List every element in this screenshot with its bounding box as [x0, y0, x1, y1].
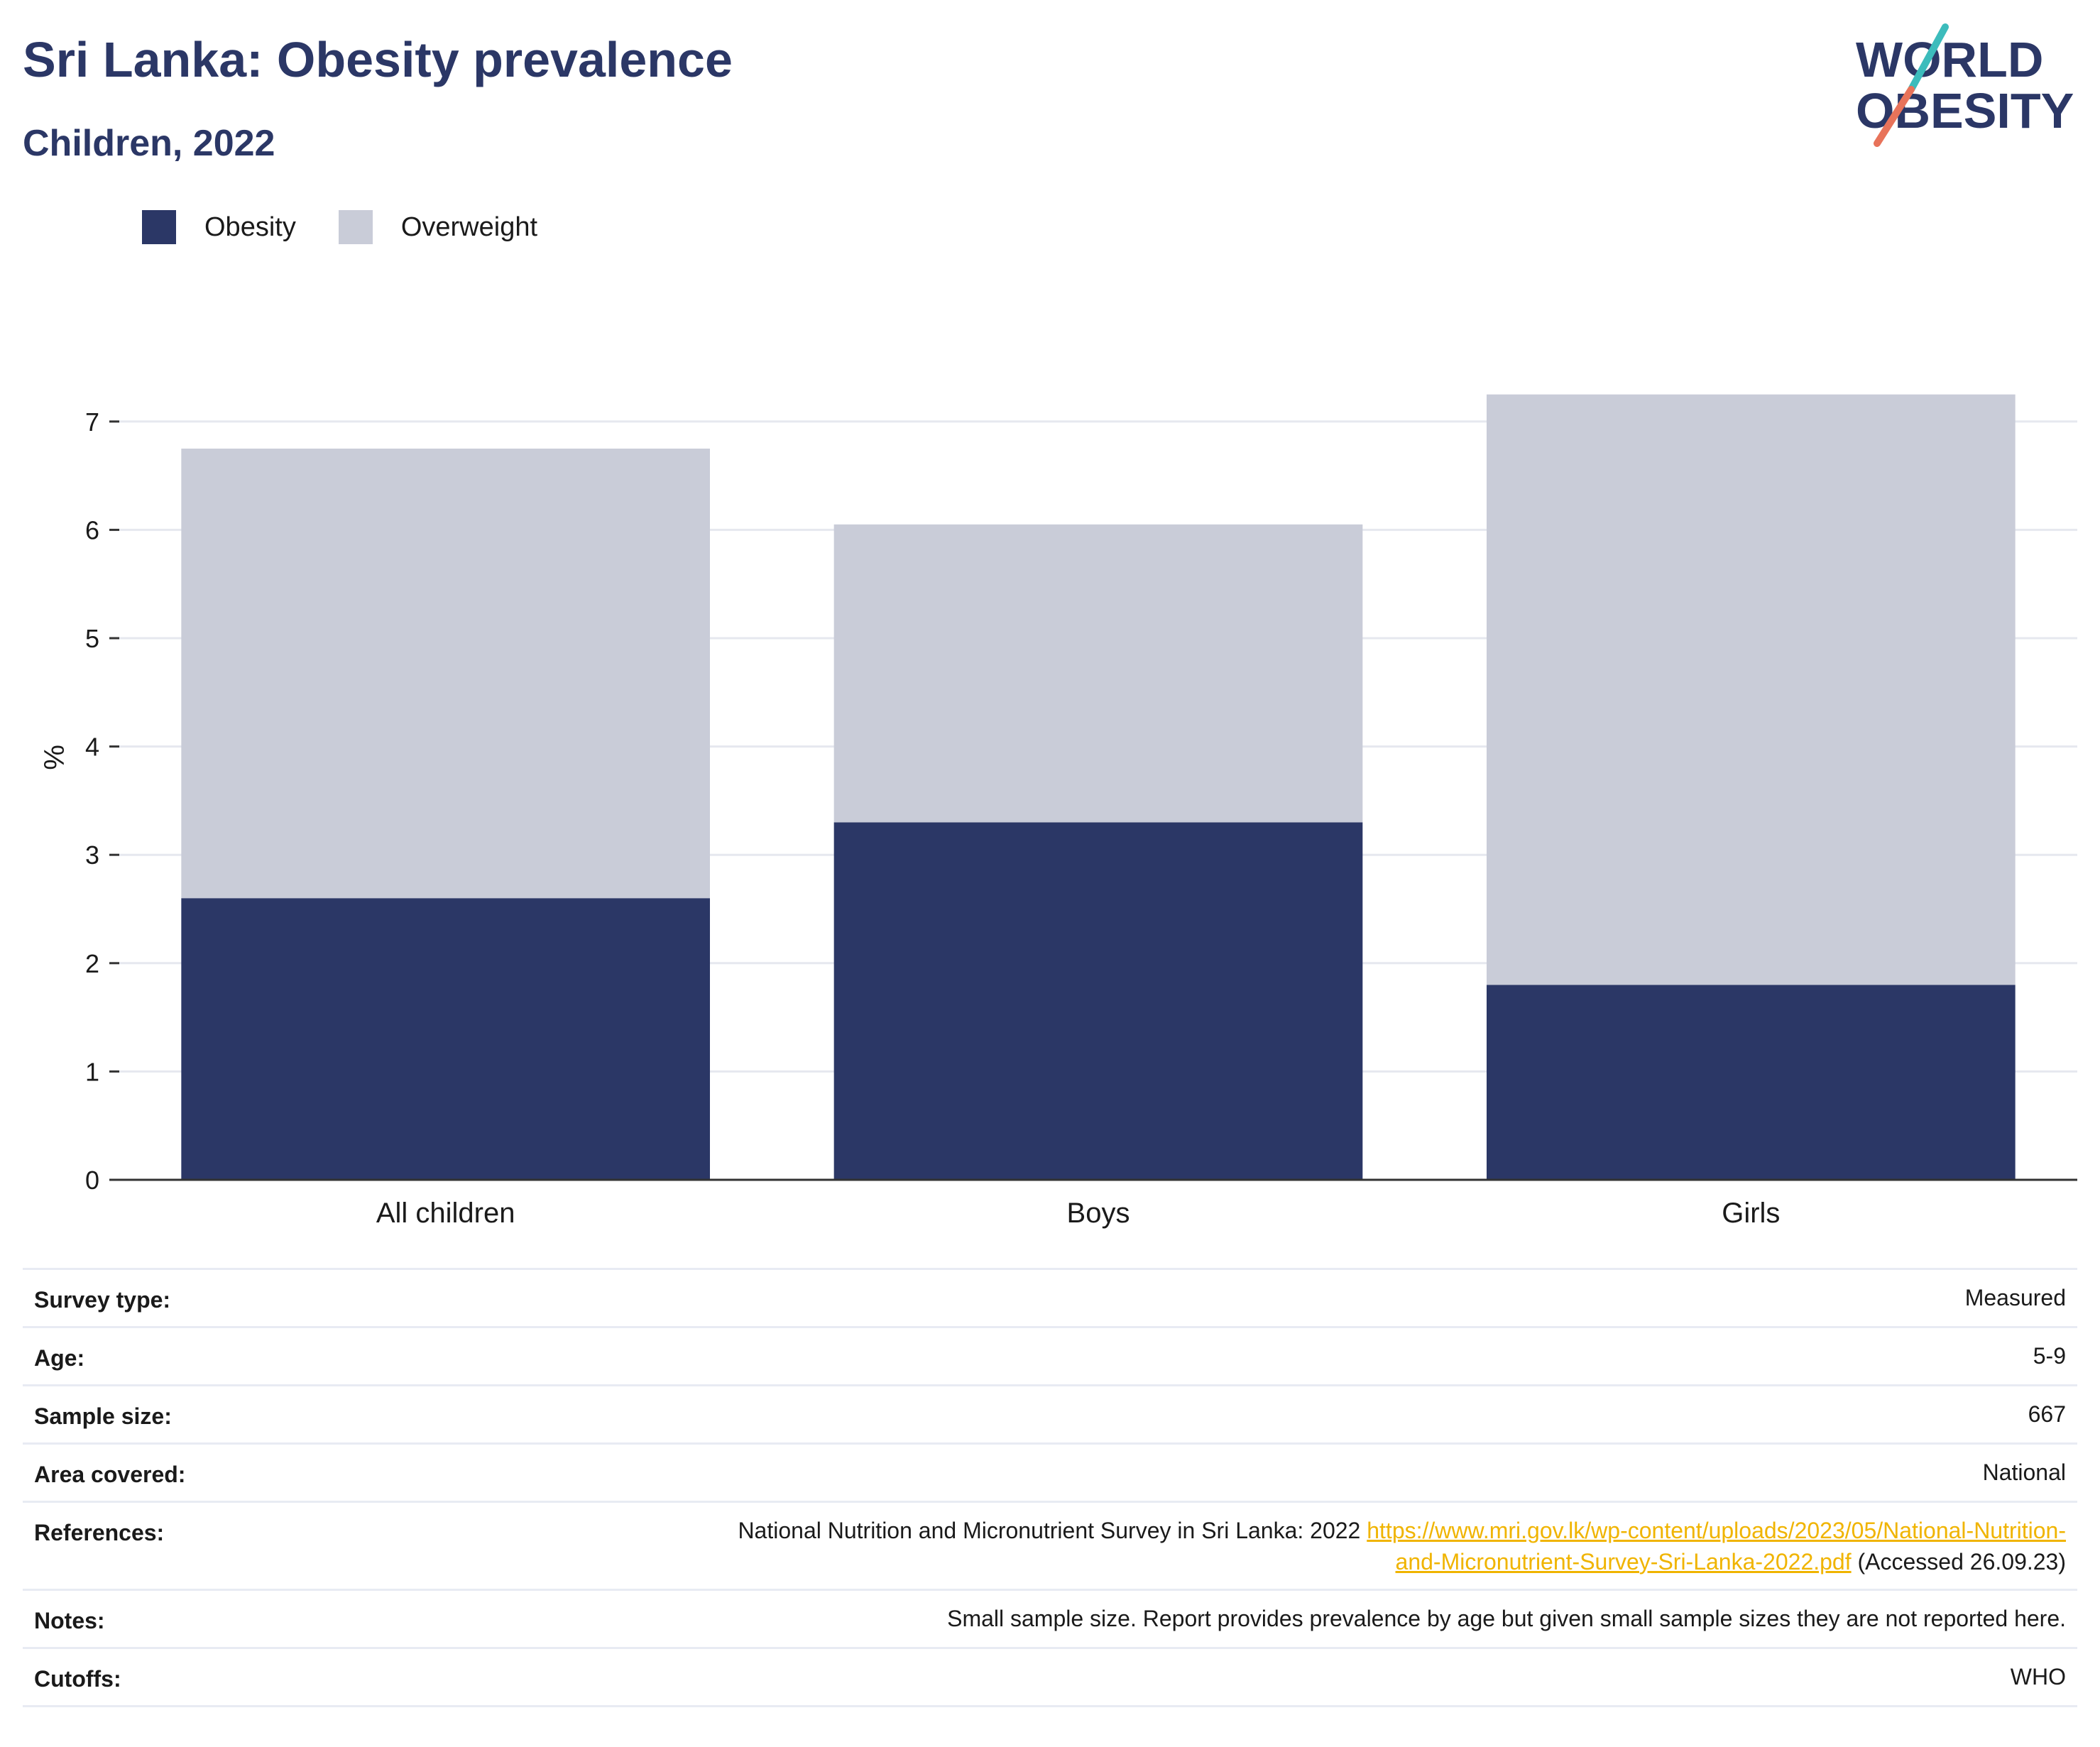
- y-axis-label: %: [38, 745, 69, 770]
- legend-swatch-obesity: [142, 210, 176, 244]
- logo-line2: OBESITY: [1856, 83, 2074, 138]
- y-tick-label: 4: [85, 733, 99, 762]
- chart-subtitle: Children, 2022: [23, 123, 275, 164]
- reference-accessed: (Accessed 26.09.23): [1857, 1548, 2067, 1575]
- reference-link-line1[interactable]: https://www.mri.gov.lk/wp-content/upload…: [1367, 1517, 2066, 1543]
- bar-overweight-boys: [833, 524, 1363, 823]
- info-label: Area covered:: [23, 1442, 400, 1502]
- info-value: Small sample size. Report provides preva…: [400, 1589, 2077, 1648]
- bar-overweight-girls: [1487, 394, 2016, 985]
- logo-slash-coral: [1874, 86, 1915, 147]
- legend-label-overweight: Overweight: [400, 212, 538, 242]
- info-label: References:: [23, 1501, 400, 1590]
- info-row-age: Age: 5-9: [23, 1326, 2077, 1386]
- legend-item-overweight[interactable]: Overweight: [338, 210, 538, 244]
- bar-obesity-girls: [1487, 985, 2016, 1180]
- x-tick-label: Boys: [1067, 1198, 1130, 1229]
- reference-text: National Nutrition and Micronutrient Sur…: [738, 1517, 1361, 1543]
- survey-info-table: Survey type: Measured Age: 5-9 Sample si…: [23, 1268, 2077, 1707]
- bar-overweight-all-children: [181, 448, 710, 899]
- info-label: Notes:: [23, 1589, 400, 1648]
- info-label: Survey type:: [23, 1268, 400, 1327]
- y-tick-label: 2: [85, 949, 99, 978]
- y-tick-label: 1: [85, 1057, 99, 1086]
- info-value: WHO: [400, 1647, 2077, 1707]
- info-row-area: Area covered: National: [23, 1442, 2077, 1502]
- logo-slash-teal: [1908, 23, 1949, 93]
- info-label: Age:: [23, 1326, 400, 1386]
- stacked-bar-chart: 0 1 2 3 4 5 6 7% All children Boys Girls: [38, 394, 2077, 1229]
- info-row-references: References: National Nutrition and Micro…: [23, 1501, 2077, 1590]
- y-tick-label: 6: [85, 515, 99, 544]
- reference-link-line2[interactable]: and-Micronutrient-Survey-Sri-Lanka-2022.…: [1395, 1548, 1852, 1575]
- info-value: 667: [400, 1384, 2077, 1444]
- y-tick-label: 7: [85, 407, 99, 437]
- bar-obesity-all-children: [181, 898, 710, 1180]
- legend-swatch-overweight: [338, 210, 373, 244]
- info-row-sample-size: Sample size: 667: [23, 1384, 2077, 1444]
- legend: Obesity Overweight: [142, 210, 580, 244]
- bar-obesity-boys: [833, 822, 1363, 1180]
- x-tick-label: Girls: [1722, 1198, 1780, 1229]
- y-tick-label: 5: [85, 624, 99, 653]
- legend-item-obesity[interactable]: Obesity: [142, 210, 296, 244]
- chart-title: Sri Lanka: Obesity prevalence: [23, 32, 733, 87]
- info-row-cutoffs: Cutoffs: WHO: [23, 1647, 2077, 1707]
- y-tick-label: 0: [85, 1166, 99, 1195]
- info-row-survey-type: Survey type: Measured: [23, 1268, 2077, 1327]
- x-tick-label: All children: [376, 1198, 515, 1229]
- info-value: National: [400, 1442, 2077, 1502]
- logo-line1: WORLD: [1856, 32, 2043, 87]
- info-row-notes: Notes: Small sample size. Report provide…: [23, 1589, 2077, 1648]
- info-value: Measured: [400, 1268, 2077, 1327]
- info-label: Cutoffs:: [23, 1647, 400, 1707]
- world-obesity-logo: WORLD OBESITY: [1856, 23, 2074, 147]
- info-label: Sample size:: [23, 1384, 400, 1444]
- info-value: National Nutrition and Micronutrient Sur…: [400, 1501, 2077, 1590]
- info-value: 5-9: [400, 1326, 2077, 1386]
- legend-label-obesity: Obesity: [204, 212, 296, 242]
- y-tick-label: 3: [85, 840, 99, 870]
